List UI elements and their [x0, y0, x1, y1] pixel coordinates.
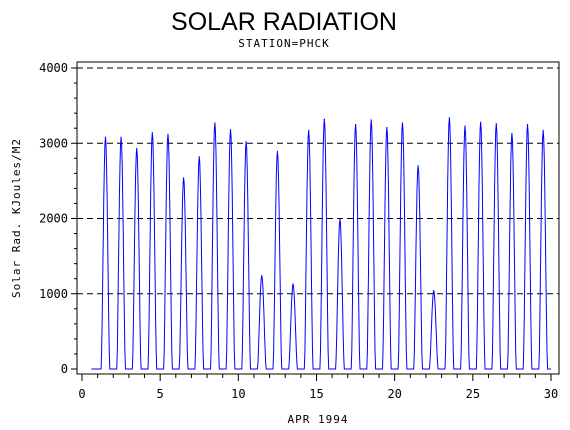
x-tick-label: 15: [309, 387, 323, 401]
y-tick-label: 1000: [39, 287, 68, 301]
daily-peak-point: [464, 125, 466, 127]
daily-peak-point: [229, 129, 232, 131]
daily-peak-point: [526, 123, 529, 126]
chart-subtitle: STATION=PHCK: [238, 37, 329, 50]
daily-peak-point: [276, 150, 279, 153]
daily-peak-point: [370, 119, 372, 121]
daily-peak-point: [136, 147, 138, 150]
data-series: [91, 117, 551, 370]
daily-peak-point: [151, 132, 153, 134]
daily-peak-point: [448, 117, 450, 119]
daily-peak-point: [401, 122, 404, 124]
daily-peak-point: [308, 129, 310, 132]
solar-radiation-line: [91, 117, 551, 370]
daily-peak-point: [433, 290, 435, 292]
daily-peak-point: [511, 132, 513, 135]
daily-peak-point: [167, 133, 169, 135]
daily-peak-point: [417, 165, 419, 167]
y-tick-label: 2000: [39, 212, 68, 226]
daily-peak-point: [214, 122, 216, 124]
x-tick-label: 5: [157, 387, 164, 401]
daily-peak-point: [198, 156, 200, 158]
daily-peak-point: [292, 283, 294, 285]
y-tick-label: 3000: [39, 136, 68, 150]
y-axis: 0 1000 2000 3000 4000: [39, 61, 77, 376]
daily-peak-point: [120, 136, 122, 138]
x-axis: 0 5 10 15 20 25 30: [78, 374, 558, 401]
x-tick-label: 0: [78, 387, 85, 401]
daily-peak-point: [339, 218, 341, 220]
daily-peak-point: [323, 118, 325, 120]
daily-peak-point: [245, 141, 247, 143]
y-axis-label: Solar Rad. KJoules/M2: [10, 138, 23, 298]
daily-peak-point: [104, 136, 107, 138]
y-tick-label: 0: [61, 362, 68, 376]
x-tick-label: 10: [231, 387, 245, 401]
y-tick-label: 4000: [39, 61, 68, 75]
x-tick-label: 25: [466, 387, 480, 401]
grid-lines: [77, 67, 559, 295]
x-tick-label: 20: [387, 387, 401, 401]
daily-peak-point: [354, 123, 357, 126]
x-tick-label: 30: [544, 387, 558, 401]
daily-peak-point: [495, 123, 497, 125]
daily-peak-point: [261, 275, 263, 277]
daily-peak-point: [480, 121, 482, 123]
daily-peak-point: [183, 177, 185, 179]
chart-title: SOLAR RADIATION: [171, 8, 397, 36]
plot-frame: [76, 61, 560, 375]
daily-peak-point: [542, 129, 544, 132]
x-axis-label: APR 1994: [288, 413, 349, 426]
daily-peak-point: [386, 126, 388, 129]
